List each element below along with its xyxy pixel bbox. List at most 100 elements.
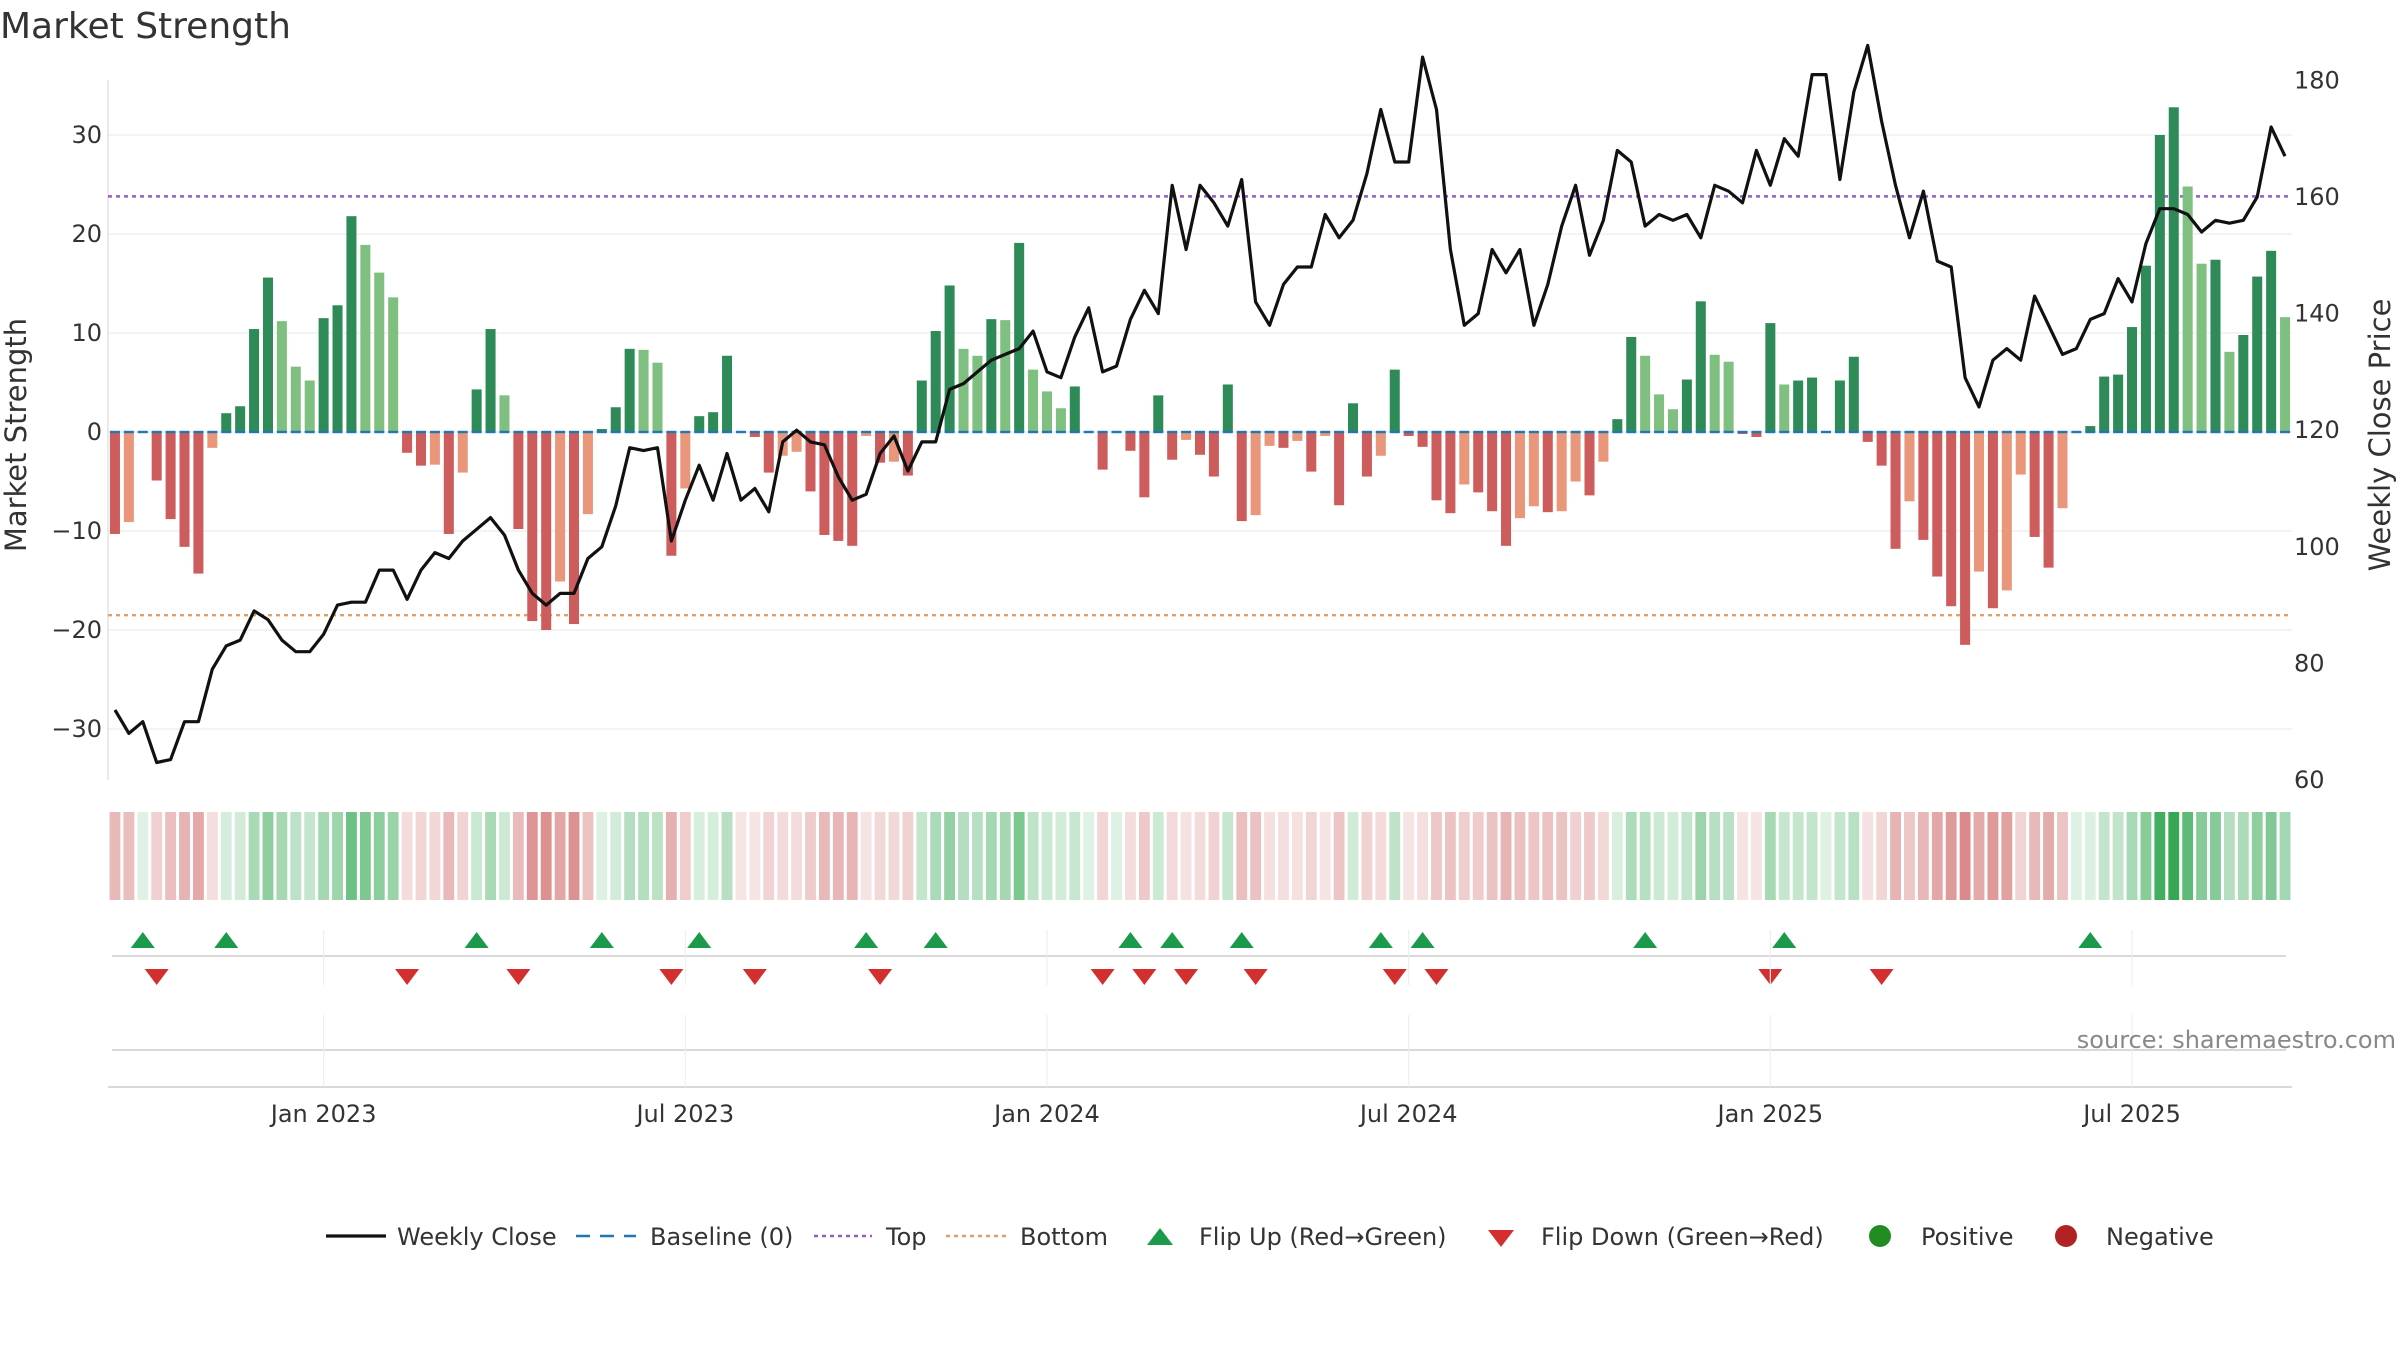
strength-bar [1695,301,1706,432]
heat-cell [1305,812,1317,900]
heat-cell [1639,812,1651,900]
strength-bar [2238,334,2249,432]
x-tick-label: Jul 2024 [1358,1100,1458,1128]
heat-cell [2196,812,2208,900]
strength-bar [2168,107,2179,432]
legend-negative-swatch [2055,1225,2077,1247]
heat-cell [777,812,789,900]
chart-title: Market Strength [0,6,291,47]
heat-cell [1208,812,1220,900]
strength-bar [708,412,719,432]
strength-bar [374,272,385,432]
strength-bar [2224,351,2235,432]
heat-cell [234,812,246,900]
strength-bar [1584,432,1595,496]
strength-bar [249,329,260,432]
strength-bar [1876,432,1887,466]
flip-up-marker [130,932,155,948]
heat-cell [2112,812,2124,900]
y-tick-label: 0 [87,418,102,446]
heat-cell [832,812,844,900]
flip-up-marker [464,932,489,948]
strength-bar [1556,432,1567,512]
strength-bar [2266,250,2277,432]
heat-cell [554,812,566,900]
heat-cell [2223,812,2235,900]
strength-bar [415,432,427,466]
heat-cell [693,812,705,900]
heat-cell [818,812,830,900]
heat-cell [1973,812,1985,900]
heat-cell [1528,812,1540,900]
strength-bar [1361,432,1372,477]
heat-cell [2070,812,2082,900]
heat-cell [1723,812,1735,900]
level-lines [108,195,2292,617]
strength-bar [986,319,997,432]
strength-bar [582,432,593,515]
heat-cell [179,812,190,900]
heat-cell [1361,812,1373,900]
strength-bar [1932,432,1943,577]
strength-bar [610,407,621,432]
flip-down-marker [1382,969,1407,985]
strength-bar [527,432,538,622]
heat-cell [1667,812,1679,900]
strength-bar [499,395,510,432]
heat-cell [165,812,177,900]
strength-bar [666,432,677,556]
heat-cell [1222,812,1234,900]
x-tick-label: Jul 2023 [634,1100,734,1128]
heat-cell [2029,812,2041,900]
heat-cell [1751,812,1762,900]
heat-cell [1959,812,1971,900]
strength-bar [1125,432,1136,451]
strength-bar [638,349,649,432]
strength-bar [847,432,858,546]
y-tick-label: −10 [51,517,102,545]
strength-bar [513,432,524,530]
strength-bar [1570,432,1581,482]
strength-bar [1014,242,1025,432]
flip-up-marker [2078,932,2103,948]
strength-bar [1640,355,1651,432]
strength-bar [1862,432,1873,442]
strength-bar [2015,432,2026,475]
close-line-group [113,43,2287,765]
flip-down-marker [506,969,531,985]
y2-tick-label: 120 [2294,416,2340,444]
strength-bar [1181,432,1192,440]
heat-cell [1264,812,1275,900]
heat-cell [582,812,594,900]
legend-item-label: Flip Down (Green→Red) [1541,1223,1824,1251]
strength-bar [916,380,927,432]
heat-cell [1458,812,1470,900]
flip-down-marker [395,969,420,985]
heat-cell [1027,812,1039,900]
heat-cell [2098,812,2110,900]
strength-bar [694,416,705,432]
legend-item-label: Bottom [1020,1223,1108,1251]
heat-cell [1278,812,1289,900]
heat-cell [1778,812,1790,900]
strength-bar [1403,432,1414,436]
flip-up-marker [1633,932,1658,948]
strength-bar [1834,380,1845,432]
heat-cell [262,812,274,900]
heat-cell [485,812,496,900]
strength-bar [1389,369,1400,432]
close-line [113,43,2287,765]
strength-bar [2182,186,2193,432]
strength-bar [388,297,399,432]
heat-cell [749,812,761,900]
strength-bar [2113,374,2124,432]
heat-cell [2279,812,2291,900]
strength-bar [763,432,774,473]
heat-cell [2015,812,2027,900]
flip-up-marker [214,932,239,948]
heat-cell [1389,812,1401,900]
heat-cell [1417,812,1428,900]
heat-cell [1472,812,1484,900]
strength-bar [1946,432,1957,607]
heat-cell [1917,812,1929,900]
